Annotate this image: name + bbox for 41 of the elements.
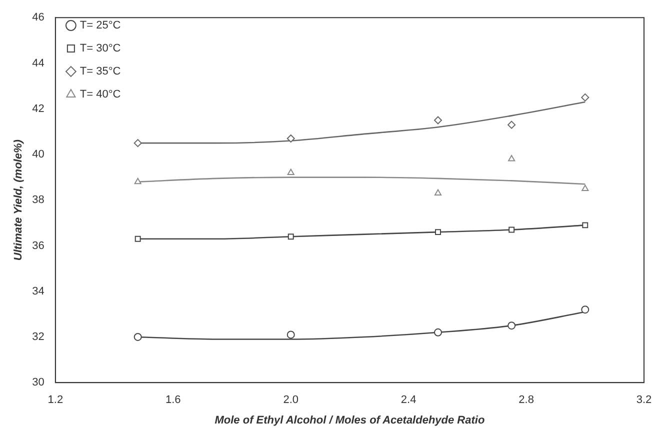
legend-label: T= 25°C (80, 20, 121, 32)
x-tick-label: 2.0 (283, 394, 299, 406)
y-tick-label: 42 (32, 102, 44, 115)
x-tick-label: 2.4 (400, 394, 416, 406)
x-tick-label: 2.8 (518, 394, 534, 406)
y-tick-label: 32 (32, 331, 44, 344)
point (134, 332, 142, 341)
x-tick-label: 1.6 (166, 394, 181, 406)
y-tick-label: 36 (32, 240, 44, 252)
point (508, 155, 516, 162)
point (508, 226, 515, 233)
point (434, 189, 442, 196)
point (508, 322, 516, 330)
point (134, 236, 141, 242)
point (286, 330, 295, 339)
point (582, 222, 588, 228)
point (581, 93, 590, 102)
point (287, 168, 294, 175)
x-axis-title: Mole of Ethyl Alcohol / Moles of Acetaldehyde Ratio (214, 414, 485, 426)
point (435, 229, 441, 236)
point (286, 134, 295, 143)
point (134, 139, 142, 148)
y-tick-label: 34 (32, 285, 44, 298)
point (434, 116, 442, 124)
point (134, 178, 142, 184)
y-axis-title: Ultimate Yield, (mole%) (12, 139, 25, 261)
point (581, 306, 590, 314)
x-tick-label: 3.2 (636, 394, 652, 406)
y-tick-label: 46 (32, 12, 44, 24)
point (508, 120, 516, 129)
point (582, 184, 589, 191)
x-tick-label: 1.2 (48, 394, 64, 406)
y-tick-label: 30 (32, 376, 44, 389)
y-tick-label: 40 (32, 148, 44, 161)
point (288, 234, 294, 240)
legend-label: T= 35°C (80, 66, 121, 78)
legend-label: T= 30°C (80, 42, 121, 55)
y-tick-label: 38 (32, 194, 44, 206)
legend-label: T= 40°C (80, 88, 121, 101)
point (434, 328, 442, 336)
y-tick-label: 44 (32, 57, 44, 70)
